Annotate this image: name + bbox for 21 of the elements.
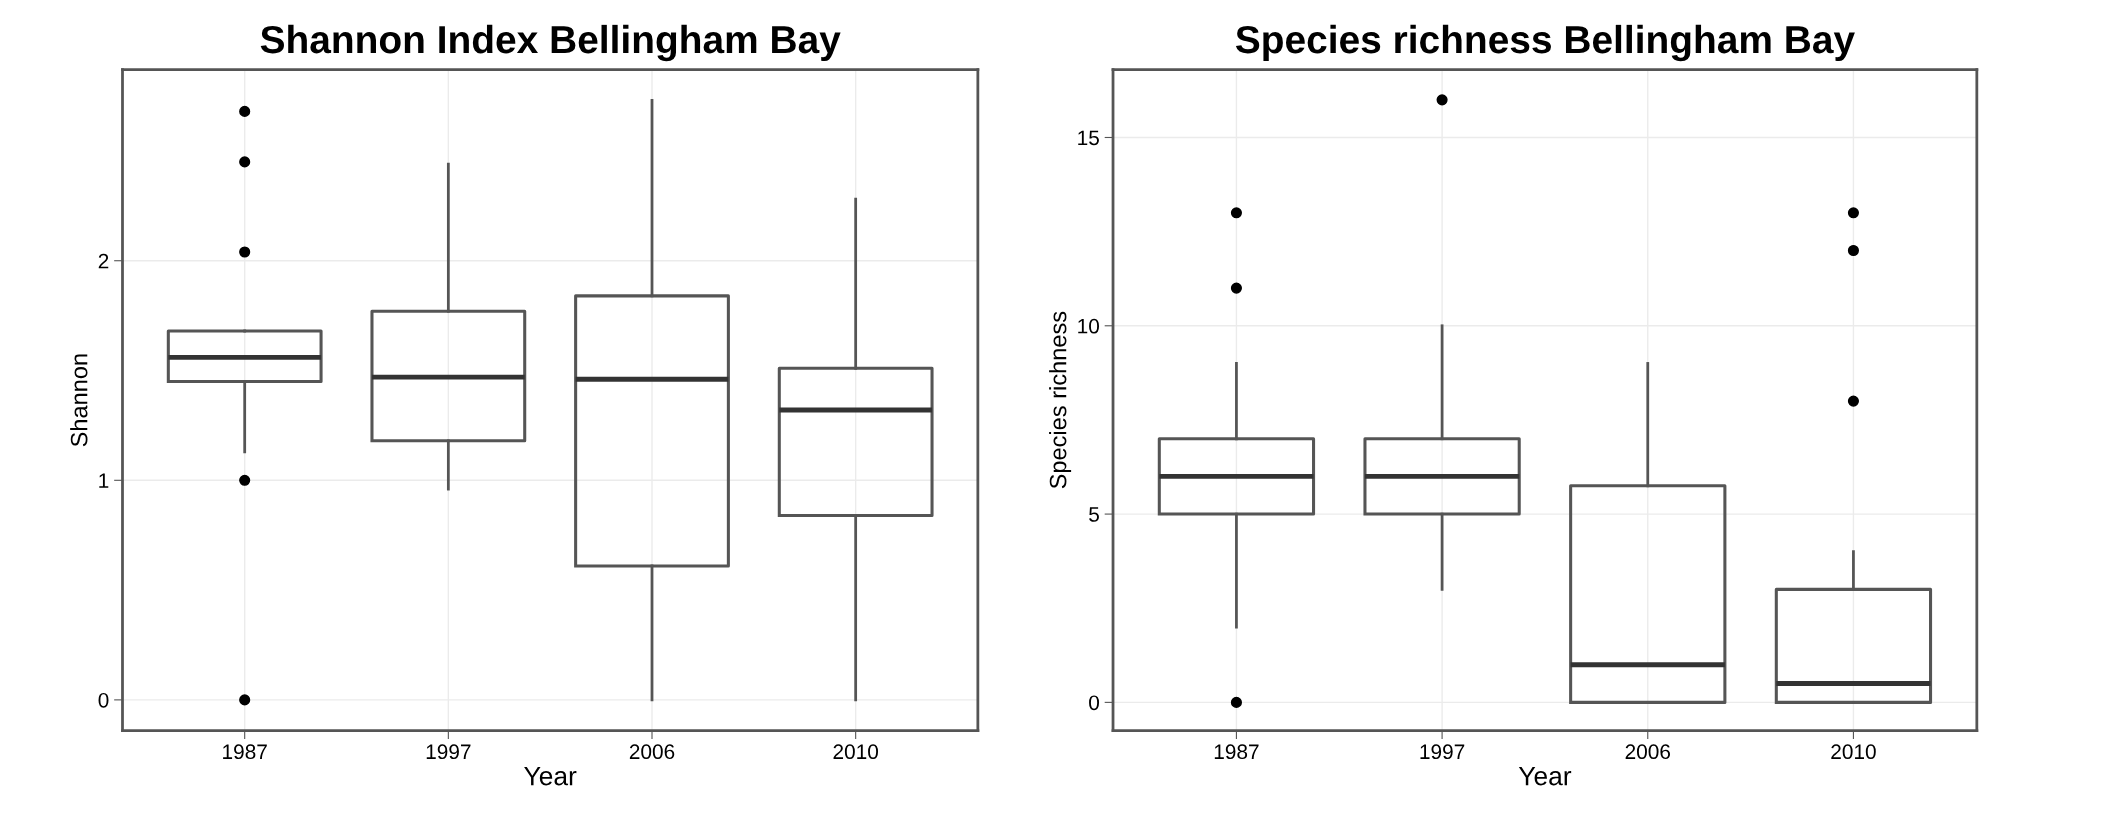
- y-tick-label: 0: [1089, 695, 1100, 711]
- x-tick-label: 2010: [833, 744, 879, 760]
- x-tick-label: 1997: [1420, 744, 1465, 760]
- x-axis-title: Year: [524, 766, 577, 786]
- y-tick-label: 0: [98, 692, 109, 708]
- x-tick-label: 2006: [1625, 744, 1671, 760]
- x-axis-title: Year: [1518, 766, 1572, 786]
- y-tick-label: 15: [1078, 130, 1099, 146]
- y-tick-label: 2: [98, 253, 109, 269]
- y-tick-label: 10: [1078, 318, 1100, 334]
- y-tick-label: 1: [99, 473, 109, 488]
- y-tick-label: 5: [1089, 507, 1099, 522]
- x-tick-label: 2006: [629, 744, 675, 760]
- y-axis-title: Species richness: [1049, 311, 1072, 489]
- y-axis-title: Shannon: [70, 354, 88, 447]
- x-tick-label: 1987: [1214, 744, 1259, 760]
- chart-title: Shannon Index Bellingham Bay: [260, 24, 841, 62]
- x-tick-label: 1987: [223, 744, 267, 760]
- x-tick-label: 2010: [1831, 744, 1876, 760]
- chart-title: Species richness Bellingham Bay: [1235, 24, 1855, 62]
- x-tick-label: 1997: [426, 744, 471, 760]
